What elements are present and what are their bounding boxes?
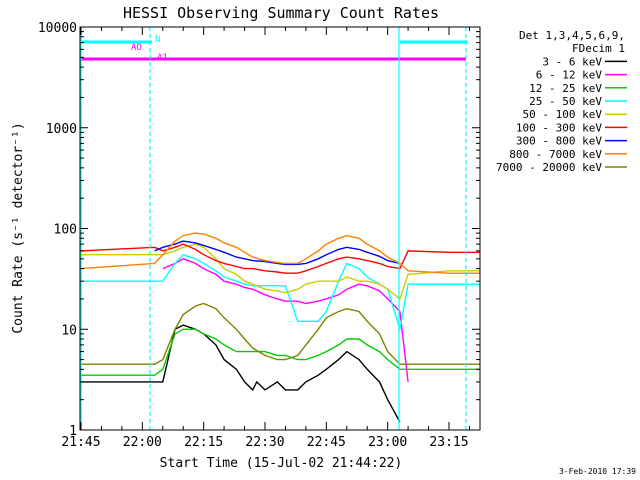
legend-entry-label: 12 - 25 keV	[529, 82, 602, 95]
flag-markers: N AO A1	[80, 27, 468, 430]
series-line-4	[81, 253, 480, 330]
x-tick-label: 21:45	[61, 435, 100, 450]
legend-entry-label: 100 - 300 keV	[516, 121, 602, 134]
y-tick-label: 1	[69, 424, 77, 439]
y-tick-label: 1000	[46, 122, 77, 137]
legend-header: Det 1,3,4,5,6,9,	[519, 29, 625, 42]
series-line-5	[81, 243, 480, 301]
chart-title: HESSI Observing Summary Count Rates	[123, 4, 439, 22]
series-line-7	[154, 240, 401, 266]
flag-label-1: N	[155, 35, 160, 45]
legend-entry-label: 7000 - 20000 keV	[496, 161, 602, 174]
flag-label-3: A1	[157, 53, 168, 63]
x-tick-label: 23:15	[429, 435, 468, 450]
series-line-3	[81, 328, 480, 376]
legend-entry-label: 25 - 50 keV	[529, 95, 602, 108]
x-tick-label: 22:45	[307, 435, 346, 450]
plot-area	[80, 232, 480, 423]
legend-entry-label: 6 - 12 keV	[536, 69, 603, 82]
axes: 1 10 100 1000 10000 21:45 22:00 22:15 22:30 22:45…	[38, 21, 481, 450]
y-tick-label: 100	[54, 223, 77, 238]
y-axis-label: Count Rate (s⁻¹ detector⁻¹)	[11, 122, 26, 333]
x-tick-label: 23:00	[368, 435, 407, 450]
x-tick-label: 22:15	[184, 435, 223, 450]
series-line-1	[81, 324, 401, 423]
x-axis-label: Start Time (15-Jul-02 21:44:22)	[160, 456, 403, 471]
y-tick-label: 10000	[38, 21, 77, 36]
legend-entry-label: 3 - 6 keV	[542, 55, 602, 68]
legend-entry-label: 300 - 800 keV	[516, 135, 602, 148]
legend-header: FDecim 1	[572, 42, 625, 55]
series-line-2	[162, 258, 409, 382]
series-line-9	[81, 302, 480, 365]
y-tick-label: 10	[61, 323, 77, 338]
series-line-8	[80, 232, 480, 274]
legend-entry-label: 800 - 7000 keV	[509, 148, 602, 161]
plot-timestamp: 3-Feb-2010 17:39	[559, 467, 636, 476]
series-line-6	[80, 243, 480, 274]
x-tick-label: 22:30	[245, 435, 284, 450]
legend-entry-label: 50 - 100 keV	[523, 108, 603, 121]
flag-label-2: AO	[131, 43, 142, 53]
x-tick-label: 22:00	[123, 435, 162, 450]
